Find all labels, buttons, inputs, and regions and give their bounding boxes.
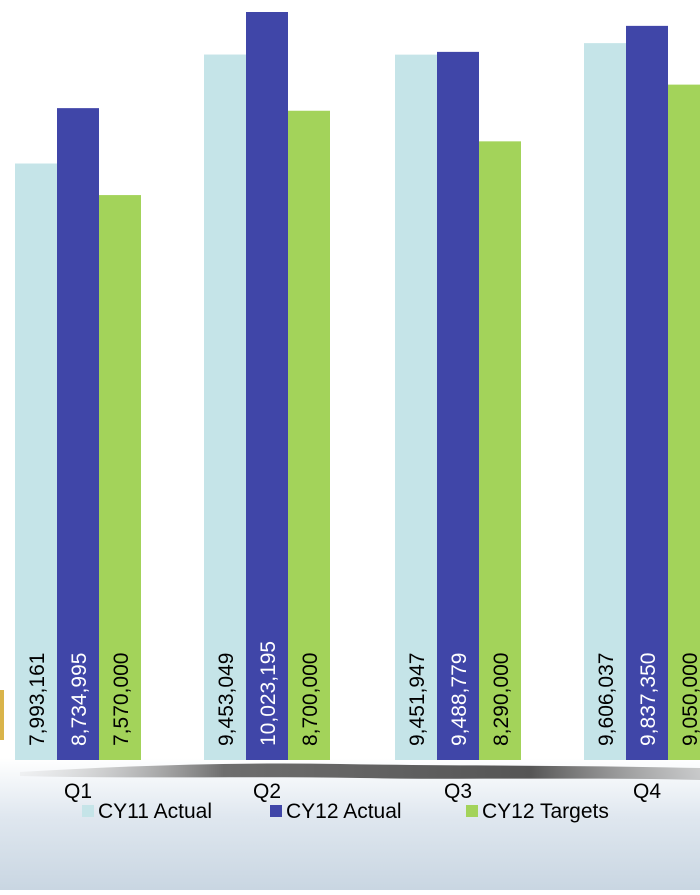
legend-swatch-series-3: [466, 805, 478, 817]
bar-q4-series-3: [668, 84, 700, 760]
legend-swatch-series-1: [82, 805, 94, 817]
value-label-q1-series-3: 7,570,000: [110, 653, 133, 746]
category-label-q1: Q1: [64, 780, 92, 803]
value-label-q4-series-1: 9,606,037: [595, 653, 618, 746]
value-label-q1-series-1: 7,993,161: [26, 653, 49, 746]
value-label-q4-series-2: 9,837,350: [637, 653, 660, 746]
bar-q1-series-1: [15, 163, 57, 761]
legend: CY11 Actual CY12 Actual CY12 Targets: [82, 800, 609, 823]
bars: [15, 12, 700, 761]
bar-q3-series-2: [437, 51, 479, 760]
bar-q4-series-2: [626, 25, 668, 761]
value-label-q3-series-1: 9,451,947: [406, 653, 429, 746]
bar-q1-series-3: [99, 195, 141, 760]
legend-label-series-1: CY11 Actual: [98, 800, 212, 823]
category-labels: Q1 Q2 Q3 Q4: [64, 780, 661, 803]
bar-q1-series-2: [57, 108, 99, 760]
bar-q2-series-2: [246, 12, 288, 760]
value-label-q2-series-2: 10,023,195: [257, 641, 280, 746]
bar-q3-series-1: [395, 54, 437, 760]
bar-q3-series-3: [479, 141, 521, 761]
legend-swatch-series-2: [270, 805, 282, 817]
left-edge-accent: [0, 690, 4, 740]
value-label-q3-series-3: 8,290,000: [490, 653, 513, 746]
axis-brush-stroke: [20, 763, 700, 780]
category-label-q4: Q4: [633, 780, 661, 803]
legend-label-series-3: CY12 Targets: [482, 800, 609, 823]
category-label-q3: Q3: [444, 780, 472, 803]
bar-q2-series-1: [204, 54, 246, 761]
bottom-band: [0, 758, 700, 890]
legend-label-series-2: CY12 Actual: [286, 800, 402, 823]
value-labels: 7,993,161 8,734,995 7,570,000 9,453,049 10,0…: [26, 641, 700, 746]
category-label-q2: Q2: [253, 780, 281, 803]
value-label-q2-series-1: 9,453,049: [215, 653, 238, 746]
value-label-q3-series-2: 9,488,779: [448, 653, 471, 746]
bar-q4-series-1: [584, 43, 626, 760]
value-label-q2-series-3: 8,700,000: [299, 653, 322, 746]
bar-q2-series-3: [288, 110, 330, 760]
value-label-q1-series-2: 8,734,995: [68, 653, 91, 746]
value-label-q4-series-3: 9,050,000: [679, 653, 700, 746]
